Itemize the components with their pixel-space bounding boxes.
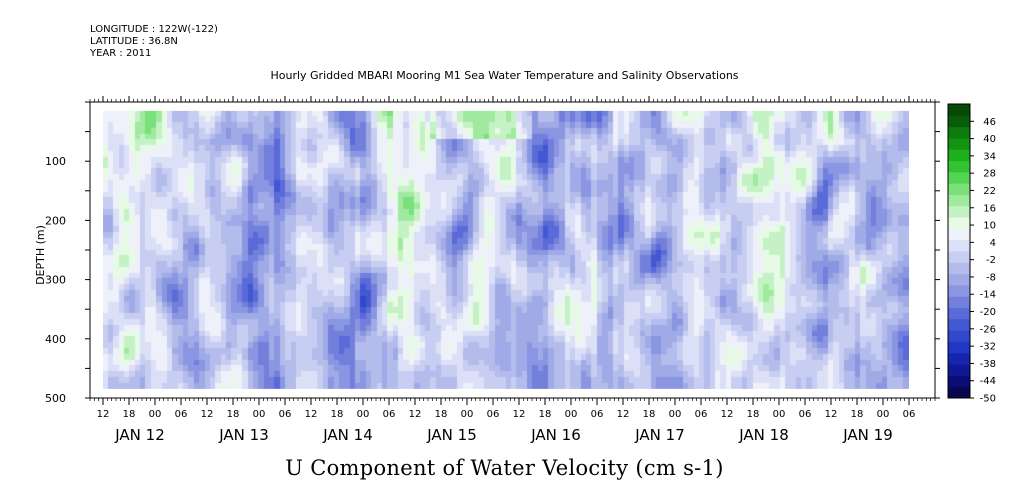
colorbar-swatch (948, 386, 970, 399)
x-day-label: JAN 17 (634, 426, 685, 444)
colorbar-swatch (948, 352, 970, 365)
colorbar-swatch (948, 171, 970, 184)
x-tick-label: 18 (227, 409, 240, 420)
x-tick-label: 18 (331, 409, 344, 420)
x-tick-label: 00 (253, 409, 266, 420)
chart-x-label: U Component of Water Velocity (cm s-1) (285, 456, 724, 480)
x-tick-label: 18 (747, 409, 760, 420)
y-tick-label: 200 (45, 214, 66, 227)
x-tick-label: 00 (877, 409, 890, 420)
x-tick-label: 00 (461, 409, 474, 420)
x-tick-label: 12 (721, 409, 734, 420)
colorbar-label: -20 (980, 307, 996, 318)
colorbar-label: -38 (980, 359, 996, 370)
colorbar-swatch (948, 149, 970, 162)
colorbar-label: 10 (983, 221, 996, 232)
colorbar-swatch (948, 318, 970, 331)
y-tick-label: 100 (45, 155, 66, 168)
x-tick-label: 00 (565, 409, 578, 420)
x-tick-label: 18 (435, 409, 448, 420)
colorbar-swatch (948, 239, 970, 252)
x-tick-label: 06 (487, 409, 500, 420)
y-tick-label: 500 (45, 392, 66, 405)
x-day-label: JAN 14 (322, 426, 373, 444)
colorbar-label: 34 (983, 151, 996, 162)
x-tick-label: 00 (773, 409, 786, 420)
x-day-label: JAN 15 (426, 426, 477, 444)
colorbar-label: 22 (983, 186, 996, 197)
colorbar-label: -44 (980, 376, 996, 387)
x-day-label: JAN 16 (530, 426, 581, 444)
colorbar-frame (947, 103, 971, 399)
year-label: YEAR : 2011 (90, 48, 152, 59)
colorbar-swatch (948, 104, 970, 116)
colorbar-swatch (948, 284, 970, 297)
x-tick-label: 18 (851, 409, 864, 420)
x-tick-label: 06 (591, 409, 604, 420)
data-field (103, 110, 909, 389)
colorbar-swatch (948, 228, 970, 241)
x-tick-label: 12 (97, 409, 110, 420)
x-tick-label: 12 (513, 409, 526, 420)
colorbar-swatch (948, 296, 970, 309)
colorbar-swatch (948, 364, 970, 376)
x-tick-label: 06 (799, 409, 812, 420)
colorbar-swatch (948, 194, 970, 207)
x-tick-label: 00 (149, 409, 162, 420)
colorbar-swatch (948, 251, 970, 263)
colorbar-label: -2 (986, 255, 996, 266)
x-tick-label: 12 (201, 409, 214, 420)
colorbar-swatch (948, 183, 970, 195)
colorbar-swatch (948, 160, 970, 173)
colorbar-label: 16 (983, 203, 996, 214)
x-tick-label: 12 (409, 409, 422, 420)
x-day-label: JAN 19 (842, 426, 893, 444)
x-tick-label: 06 (279, 409, 292, 420)
colorbar-label: -8 (986, 272, 996, 283)
colorbar-label: 4 (990, 238, 996, 249)
colorbar-label: -32 (980, 342, 996, 353)
colorbar-label: 46 (983, 117, 996, 128)
colorbar-swatch (948, 330, 970, 342)
colorbar-swatch (948, 217, 970, 229)
x-tick-label: 06 (383, 409, 396, 420)
colorbar-label: -50 (980, 394, 996, 405)
colorbar-swatch (948, 137, 970, 150)
x-tick-label: 12 (305, 409, 318, 420)
chart-title: Hourly Gridded MBARI Mooring M1 Sea Wate… (270, 69, 739, 82)
x-tick-label: 18 (123, 409, 136, 420)
x-tick-label: 06 (903, 409, 916, 420)
chart-y-label: DEPTH (m) (34, 225, 47, 285)
colorbar-swatch (948, 115, 970, 128)
x-tick-label: 12 (825, 409, 838, 420)
colorbar-swatch (948, 273, 970, 286)
y-tick-label: 300 (45, 274, 66, 287)
colorbar-label: -26 (980, 324, 996, 335)
x-tick-label: 00 (669, 409, 682, 420)
colorbar-label: 40 (983, 134, 996, 145)
colorbar-label: 28 (983, 169, 996, 180)
colorbar-swatch (948, 262, 970, 275)
x-day-label: JAN 18 (738, 426, 789, 444)
colorbar-swatch (948, 126, 970, 139)
x-tick-label: 12 (617, 409, 630, 420)
colorbar-label: -14 (980, 290, 996, 301)
latitude-label: LATITUDE : 36.8N (90, 36, 178, 47)
x-tick-label: 06 (175, 409, 188, 420)
x-tick-label: 18 (539, 409, 552, 420)
x-day-label: JAN 12 (114, 426, 165, 444)
colorbar-swatch (948, 307, 970, 320)
longitude-label: LONGITUDE : 122W(-122) (90, 24, 218, 35)
x-day-label: JAN 13 (218, 426, 269, 444)
y-tick-label: 400 (45, 333, 66, 346)
x-tick-label: 00 (357, 409, 370, 420)
colorbar-swatch (948, 341, 970, 354)
colorbar-swatch (948, 375, 970, 388)
colorbar-swatch (948, 205, 970, 218)
x-tick-label: 06 (695, 409, 708, 420)
x-tick-label: 18 (643, 409, 656, 420)
